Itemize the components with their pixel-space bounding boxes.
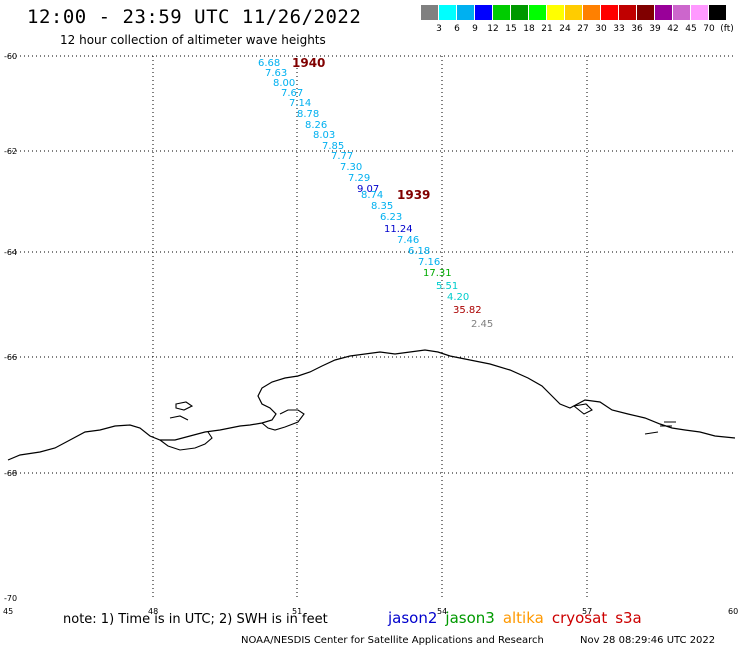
scale-label: 6 xyxy=(454,24,460,34)
scale-swatch xyxy=(709,5,726,20)
longitude-label: 45 xyxy=(3,607,13,616)
scale-swatch xyxy=(421,5,438,20)
satellite-legend: jason2 jason3 altika cryosat s3a xyxy=(388,609,650,627)
satellite-jason2: jason2 xyxy=(388,609,438,627)
wave-height-label: 5.51 xyxy=(436,281,458,292)
wave-height-label: 7.46 xyxy=(397,235,419,246)
pass-number-label: 1940 xyxy=(292,56,325,70)
wave-height-label: 17.31 xyxy=(423,268,452,279)
scale-label: 18 xyxy=(523,24,535,34)
scale-label: 12 xyxy=(487,24,499,34)
wave-height-observations: 6.687.638.007.677.148.788.268.037.857.77… xyxy=(258,58,493,330)
scale-swatch xyxy=(673,5,690,20)
wave-height-label: 8.35 xyxy=(371,201,393,212)
scale-swatch xyxy=(511,5,528,20)
scale-swatch xyxy=(493,5,510,20)
latitude-label: -68 xyxy=(4,469,17,478)
wave-height-label: 7.14 xyxy=(289,98,311,109)
scale-label: 30 xyxy=(595,24,607,34)
scale-swatch xyxy=(565,5,582,20)
wave-height-label: 35.82 xyxy=(453,305,482,316)
longitude-label: 54 xyxy=(437,607,447,616)
wave-height-label: 4.20 xyxy=(447,292,469,303)
scale-swatch xyxy=(439,5,456,20)
coastline-ice-edge xyxy=(159,401,213,451)
scale-label: 9 xyxy=(472,24,478,34)
wave-height-label: 7.77 xyxy=(331,151,353,162)
wave-height-label: 8.03 xyxy=(313,130,335,141)
scale-label: 21 xyxy=(541,24,553,34)
wave-height-label: 6.23 xyxy=(380,212,402,223)
longitude-label: 60 xyxy=(728,607,738,616)
antarctic-coastline xyxy=(7,349,736,461)
map-subtitle: 12 hour collection of altimeter wave hei… xyxy=(60,33,326,47)
wave-height-label: 7.29 xyxy=(348,173,370,184)
scale-swatch xyxy=(583,5,600,20)
scale-label: 33 xyxy=(613,24,625,34)
generation-timestamp: Nov 28 08:29:46 UTC 2022 xyxy=(580,635,716,646)
satellite-altika: altika xyxy=(502,609,544,627)
satellite-cryosat: cryosat xyxy=(551,609,608,627)
latitude-label: -70 xyxy=(4,594,17,603)
longitude-label: 48 xyxy=(148,607,158,616)
scale-swatch xyxy=(619,5,636,20)
scale-swatch xyxy=(547,5,564,20)
wave-height-label: 7.16 xyxy=(418,257,440,268)
scale-label: 39 xyxy=(649,24,661,34)
wave-height-label: 8.74 xyxy=(361,190,383,201)
scale-swatch xyxy=(655,5,672,20)
wave-height-label: 7.63 xyxy=(265,68,287,79)
satellite-s3a: s3a xyxy=(615,609,642,627)
wave-height-label: 8.26 xyxy=(305,120,327,131)
credit-line: NOAA/NESDIS Center for Satellite Applica… xyxy=(241,635,544,646)
map-title: 12:00 - 23:59 UTC 11/26/2022 xyxy=(27,6,362,28)
latitude-label: -66 xyxy=(4,353,17,362)
wave-height-label: 7.30 xyxy=(340,162,362,173)
scale-swatch xyxy=(457,5,474,20)
latitude-label: -60 xyxy=(4,52,17,61)
wave-height-label: 2.45 xyxy=(471,319,493,330)
coastline-inlet xyxy=(261,409,305,431)
scale-label: 70 xyxy=(703,24,715,34)
scale-label: 27 xyxy=(577,24,589,34)
graticule: -60 -62 -64 -66 -68 -70 45 48 51 54 57 60 xyxy=(3,52,738,616)
scale-swatch xyxy=(601,5,618,20)
pass-number-label: 1939 xyxy=(397,188,430,202)
latitude-label: -62 xyxy=(4,147,17,156)
wave-height-label: 6.68 xyxy=(258,58,280,69)
scale-label: (ft) xyxy=(720,24,734,34)
scale-label: 45 xyxy=(685,24,697,34)
scale-label: 42 xyxy=(667,24,679,34)
wave-height-label: 7.85 xyxy=(322,141,344,152)
wave-height-label: 8.00 xyxy=(273,78,295,89)
satellite-jason3: jason3 xyxy=(445,609,495,627)
longitude-label: 51 xyxy=(292,607,302,616)
scale-label: 36 xyxy=(631,24,643,34)
scale-label: 15 xyxy=(505,24,517,34)
wave-height-label: 7.67 xyxy=(281,88,303,99)
coastline-east-islands xyxy=(572,403,676,435)
footer-note: note: 1) Time is in UTC; 2) SWH is in fe… xyxy=(63,612,328,627)
wave-height-label: 8.78 xyxy=(297,109,319,120)
scale-swatch xyxy=(637,5,654,20)
scale-swatch xyxy=(475,5,492,20)
scale-swatch xyxy=(529,5,546,20)
wave-height-label: 6.18 xyxy=(408,246,430,257)
wave-height-label: 9.07 xyxy=(357,184,379,195)
scale-swatch xyxy=(691,5,708,20)
scale-label: 3 xyxy=(436,24,442,34)
wave-height-label: 11.24 xyxy=(384,224,413,235)
scale-label: 24 xyxy=(559,24,571,34)
longitude-label: 57 xyxy=(582,607,592,616)
latitude-label: -64 xyxy=(4,248,17,257)
pass-labels: 1940 1939 xyxy=(292,56,430,202)
